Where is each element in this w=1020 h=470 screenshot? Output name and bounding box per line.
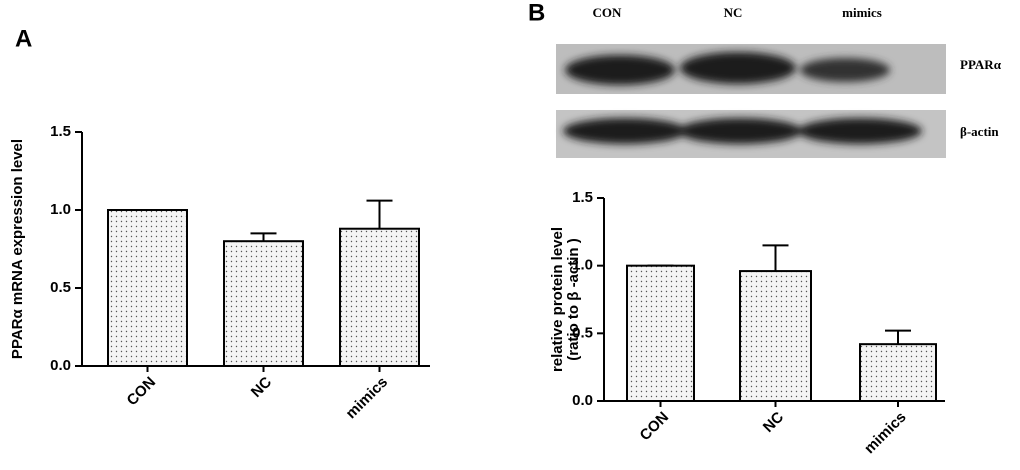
lane-label: NC [724,5,743,20]
error-bar [366,199,393,229]
x-tick-label: CON [124,374,160,410]
x-tick-label: NC [760,409,787,436]
y-tick-label: 1.5 [572,189,593,206]
y-tick-label: 0.5 [572,324,593,341]
x-tick-label: mimics [861,409,910,458]
bar [739,270,812,402]
bar [339,227,420,367]
x-tick-label: mimics [343,374,392,423]
bar [107,209,188,367]
bar [626,264,695,402]
error-bar [250,232,277,242]
error-bar [762,244,789,272]
bar [223,240,304,367]
y-axis-label: (ratio to β -actin ) [565,238,582,360]
western-blot: CON NC mimics PPARα β-actin [556,5,1002,158]
lane-label: mimics [842,5,882,20]
x-tick-label: CON [637,409,673,445]
y-tick-label: 1.5 [50,123,71,140]
y-axis-label: PPARα mRNA expression level [9,139,26,359]
y-tick-label: 0.5 [50,279,71,296]
band-label: PPARα [960,57,1002,72]
y-tick-label: 1.0 [572,257,593,274]
y-tick-label: 0.0 [50,357,71,374]
error-bar [885,329,911,345]
panel-label: B [528,0,545,26]
blot-bands [563,52,922,144]
panel-label: A [15,25,32,52]
band-label: β-actin [960,124,999,139]
y-tick-label: 0.0 [572,392,593,409]
y-tick-label: 1.0 [50,201,71,218]
y-axis-label: relative protein level [549,227,566,372]
x-tick-label: NC [248,374,275,401]
bar [859,343,937,403]
lane-label: CON [593,5,623,20]
